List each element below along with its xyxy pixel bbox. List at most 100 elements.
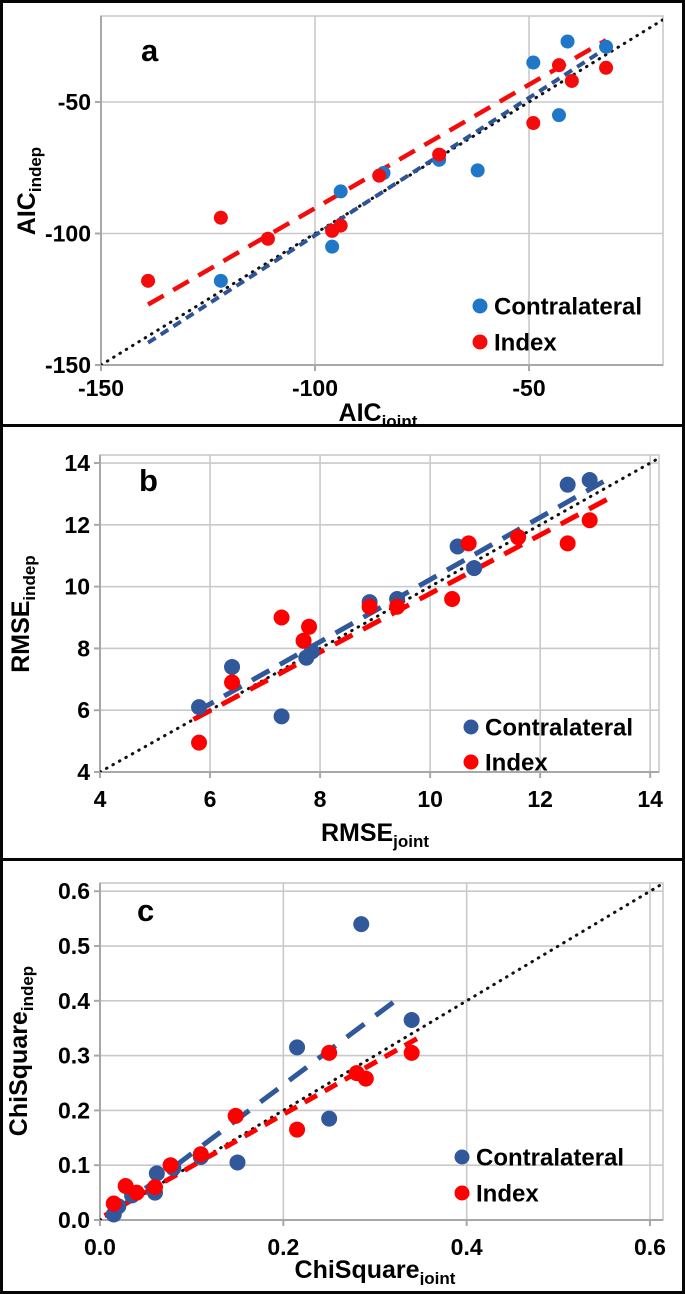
scatter-point-index <box>357 1070 374 1087</box>
x-tick-label: -150 <box>78 375 124 401</box>
x-tick-label: 0.2 <box>267 1234 299 1260</box>
scatter-point-index <box>227 1107 244 1124</box>
x-tick-label: 4 <box>94 786 107 812</box>
scatter-point-index <box>213 210 228 225</box>
legend-marker-index <box>454 1185 470 1201</box>
scatter-point-index <box>105 1195 122 1212</box>
y-tick-label: 0.1 <box>58 1152 90 1178</box>
scatter-point-index <box>128 1184 145 1201</box>
identity-line <box>100 456 659 772</box>
scatter-point-index <box>191 734 208 751</box>
scatter-point-index <box>403 1044 420 1061</box>
panel-a-aic-chart: -150 -100 -50 -50 -100 -150 a AICjoint AICindep C… <box>3 3 682 431</box>
y-tick-label: 0.4 <box>58 988 90 1014</box>
scatter-point-contralateral <box>321 1110 338 1127</box>
trend-line-index <box>103 1034 423 1218</box>
scatter-point-contralateral <box>289 1039 306 1056</box>
chart-canvas-b: 4 6 8 10 12 14 14 12 10 8 6 4 b RMSEjoint RMSEindep Con… <box>7 450 663 851</box>
y-tick-label: -50 <box>58 89 91 115</box>
scatter-point-contralateral <box>581 472 598 489</box>
identity-line <box>100 883 663 1220</box>
chart-canvas-c: 0.0 0.2 0.4 0.6 0.6 0.5 0.4 0.3 0.2 0.1 0.0 c ChiSqu… <box>5 878 666 1288</box>
legend-marker-index <box>472 334 488 350</box>
scatter-point-contralateral <box>560 34 575 49</box>
x-axis-title: ChiSquarejoint <box>295 1256 456 1285</box>
legend-item-index: Index <box>472 330 557 357</box>
scatter-point-contralateral <box>559 476 576 493</box>
scatter-point-index <box>295 632 312 649</box>
y-axis-title: RMSEindep <box>7 555 39 673</box>
scatter-point-contralateral <box>470 163 485 178</box>
legend-label: Contralateral <box>485 715 633 742</box>
y-tick-label: -100 <box>45 221 91 247</box>
x-axis-title: RMSEjoint <box>321 819 429 851</box>
y-tick-label: -150 <box>45 352 91 378</box>
scatter-point-contralateral <box>333 184 348 199</box>
scatter-point-contralateral <box>148 1165 165 1182</box>
panel-letter: a <box>141 33 159 68</box>
scatter-point-contralateral <box>403 1011 420 1028</box>
scatter-point-contralateral <box>599 39 614 54</box>
scatter-point-index <box>551 58 566 73</box>
x-tick-label: -50 <box>512 375 545 401</box>
scatter-point-index <box>162 1157 179 1174</box>
scatter-point-index <box>146 1179 163 1196</box>
scatter-point-index <box>581 512 598 529</box>
scatter-point-contralateral <box>353 916 370 933</box>
scatter-point-index <box>444 590 461 607</box>
scatter-point-contralateral <box>551 108 566 123</box>
scatter-point-index <box>289 1121 306 1138</box>
y-tick-label: 12 <box>64 512 90 538</box>
legend-label: Index <box>476 1181 539 1208</box>
x-axis-title: AICjoint <box>339 399 418 427</box>
legend-marker-index <box>463 754 479 770</box>
y-tick-label: 0.5 <box>58 933 90 959</box>
scatter-point-index <box>599 60 614 75</box>
scatter-point-index <box>564 73 579 88</box>
scatter-point-contralateral <box>466 560 483 577</box>
scatter-point-contralateral <box>213 273 228 288</box>
scatter-point-index <box>559 535 576 552</box>
scatter-point-index <box>510 529 527 546</box>
scatter-point-index <box>333 218 348 233</box>
scatter-point-index <box>389 598 406 615</box>
legend-item-index: Index <box>454 1181 539 1208</box>
y-tick-label: 10 <box>64 574 90 600</box>
scatter-point-index <box>224 674 241 691</box>
scatter-point-index <box>321 1044 338 1061</box>
legend-item-index: Index <box>463 750 548 777</box>
panel-letter: b <box>139 463 158 498</box>
legend-label: Index <box>485 750 548 777</box>
y-tick-label: 0.3 <box>58 1043 90 1069</box>
x-tick-label: 14 <box>637 786 663 812</box>
y-tick-label: 0.2 <box>58 1097 90 1123</box>
scatter-point-index <box>361 598 378 615</box>
scatter-point-index <box>260 231 275 246</box>
chart-canvas-a: -150 -100 -50 -50 -100 -150 a AICjoint AICindep C… <box>13 15 664 431</box>
y-tick-label: 14 <box>64 450 90 476</box>
scatter-point-contralateral <box>229 1154 246 1171</box>
scatter-point-index <box>273 609 290 626</box>
trend-line-contralateral <box>114 993 404 1213</box>
legend-label: Contralateral <box>476 1145 624 1172</box>
y-tick-label: 4 <box>77 759 90 785</box>
y-tick-label: 0.6 <box>58 878 90 904</box>
y-axis-title: AICindep <box>13 147 45 235</box>
legend-marker-contralateral <box>454 1149 470 1165</box>
y-tick-label: 0.0 <box>58 1207 90 1233</box>
y-tick-label: 8 <box>77 635 90 661</box>
legend-item-contralateral: Contralateral <box>463 715 633 742</box>
y-tick-label: 6 <box>77 697 90 723</box>
x-tick-label: 0.4 <box>451 1234 483 1260</box>
legend-item-contralateral: Contralateral <box>472 294 642 321</box>
scatter-point-contralateral <box>191 699 208 716</box>
x-tick-label: 0.6 <box>634 1234 666 1260</box>
scatter-point-index <box>432 147 447 162</box>
panel-c-chisquare-chart: 0.0 0.2 0.4 0.6 0.6 0.5 0.4 0.3 0.2 0.1 0.0 c ChiSqu… <box>3 861 682 1288</box>
x-tick-label: 12 <box>527 786 553 812</box>
x-tick-label: 0.0 <box>84 1234 116 1260</box>
x-tick-label: 8 <box>314 786 327 812</box>
panel-letter: c <box>137 893 154 928</box>
scatter-point-index <box>460 535 477 552</box>
scatter-point-index <box>192 1146 209 1163</box>
